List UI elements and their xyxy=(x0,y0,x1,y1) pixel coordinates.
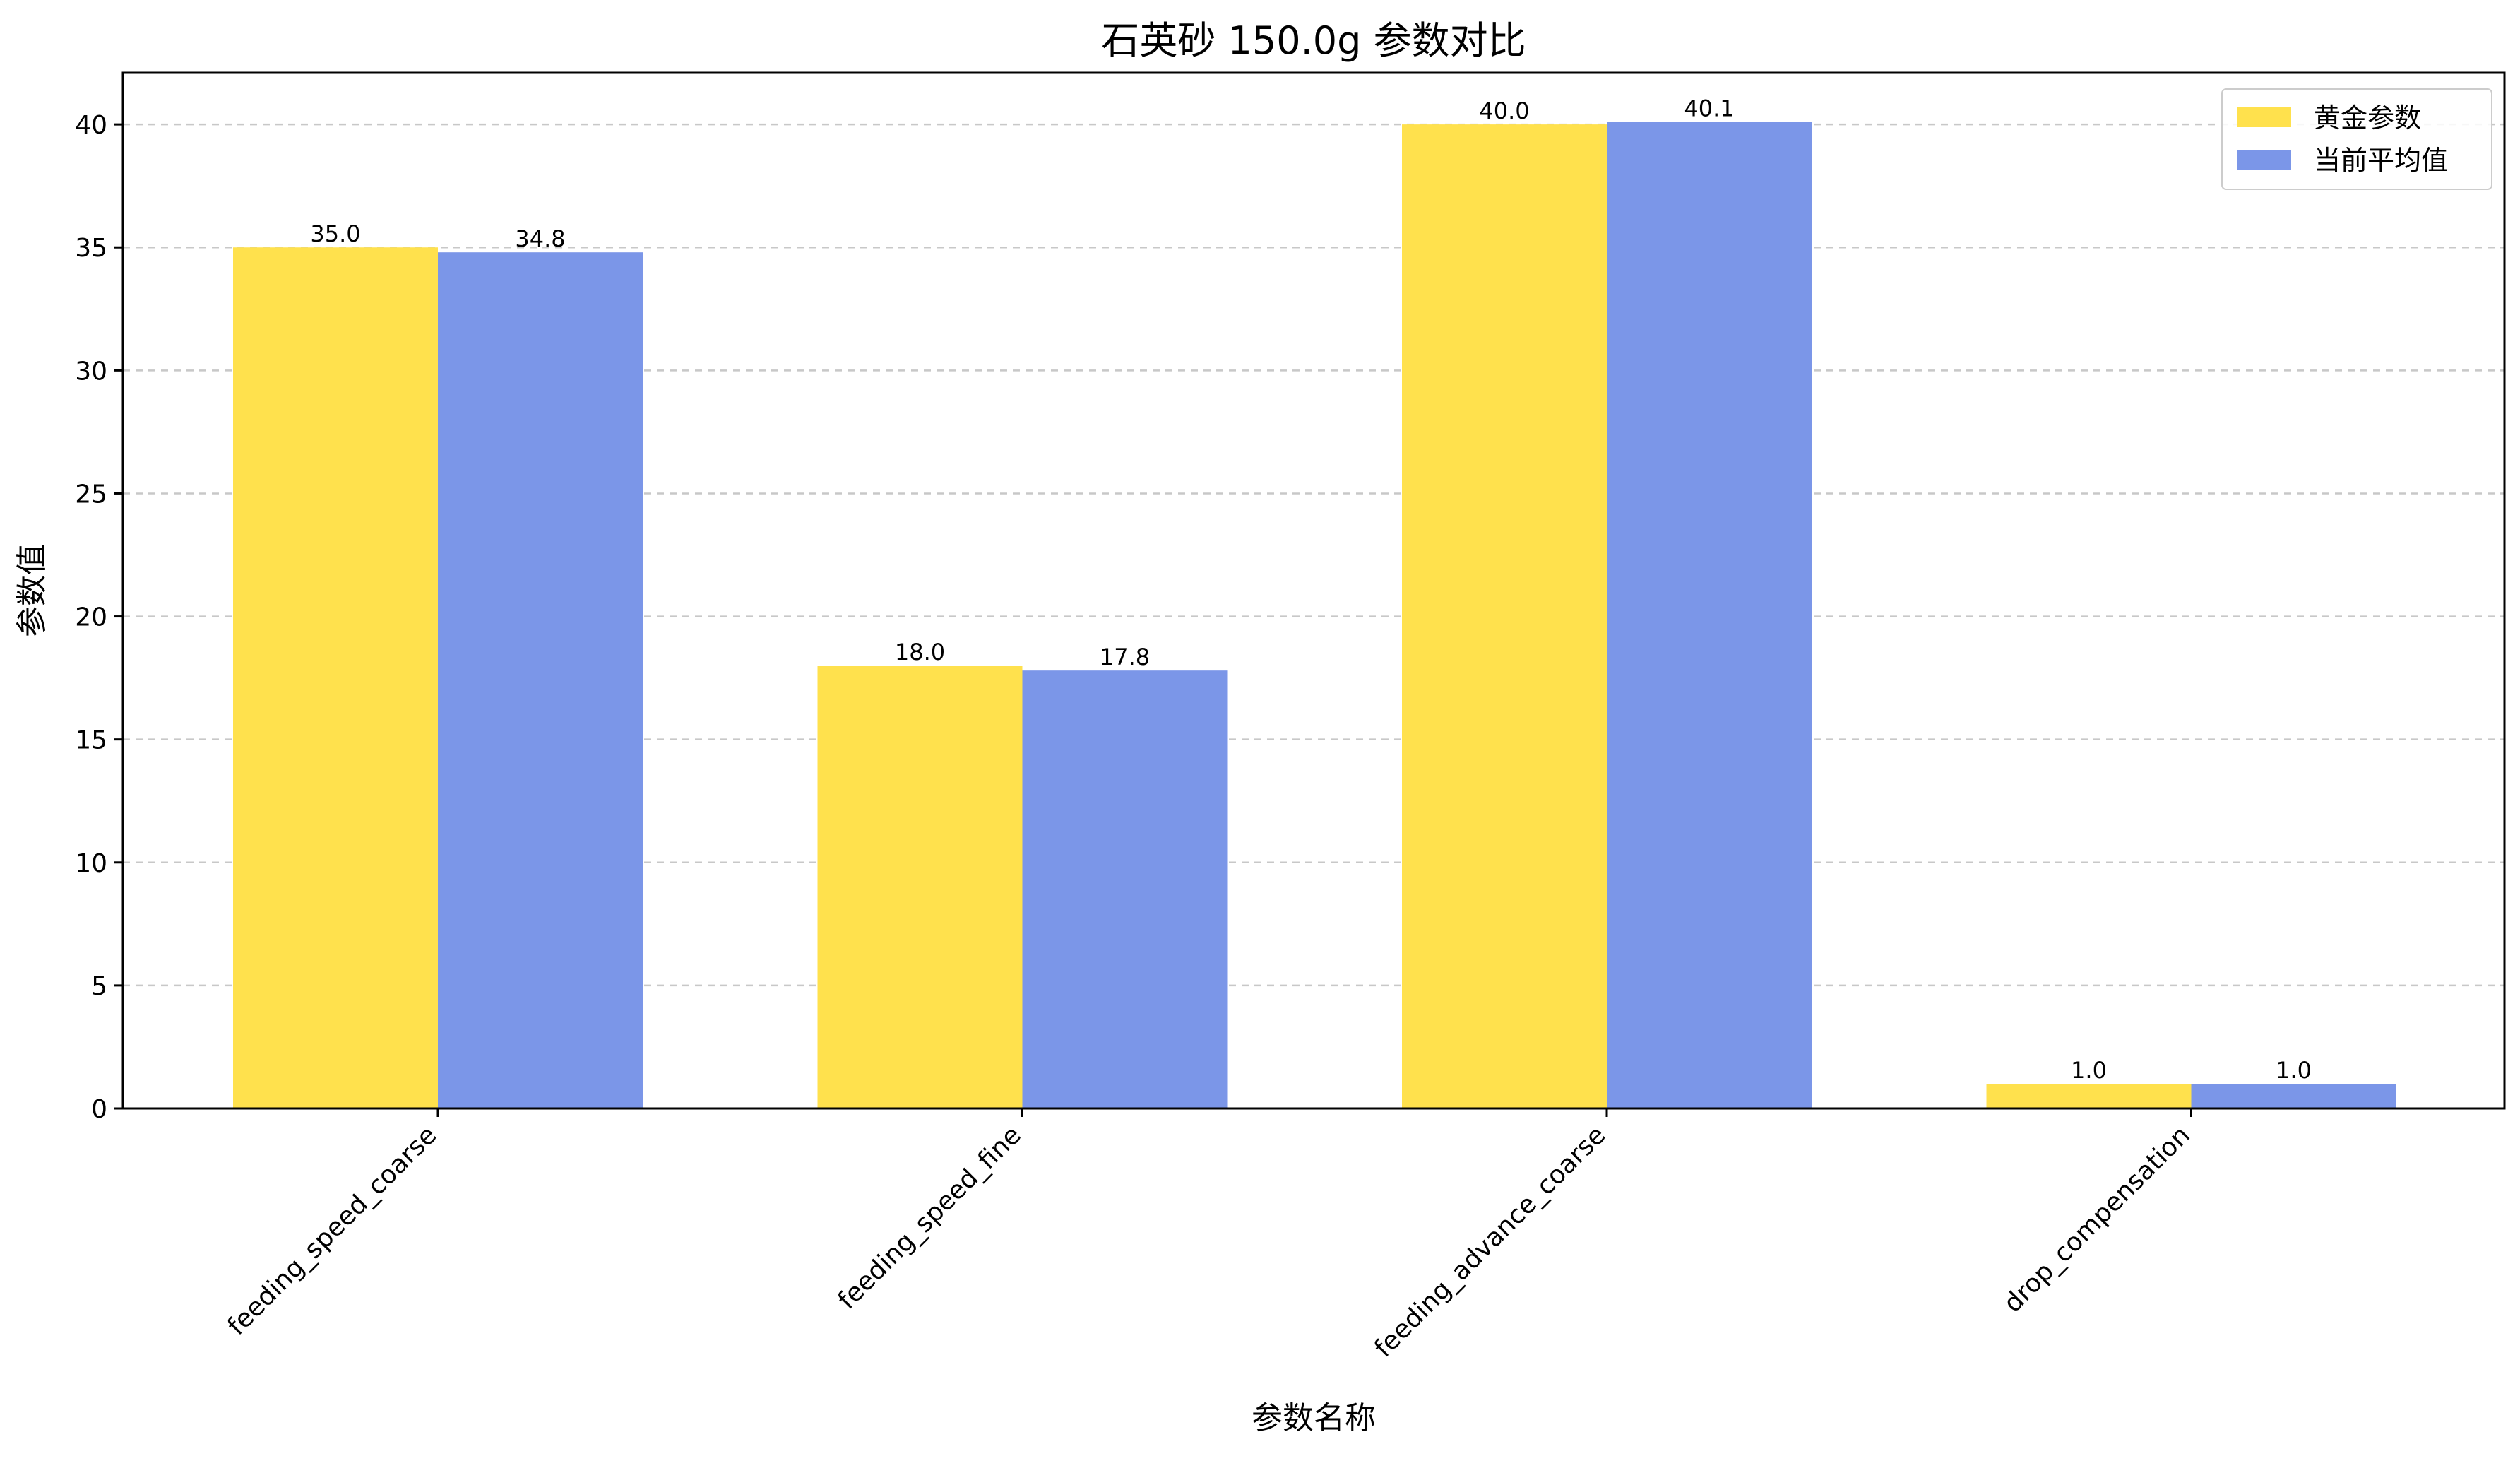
data-label: 40.1 xyxy=(1684,95,1734,122)
bar-golden-feeding_speed_fine xyxy=(817,666,1023,1108)
chart-title: 石英砂 150.0g 参数对比 xyxy=(1101,18,1526,63)
y-tick-label: 0 xyxy=(91,1095,107,1124)
y-tick-label: 25 xyxy=(75,480,107,509)
y-tick-label: 35 xyxy=(75,234,107,263)
bar-current-feeding_speed_fine xyxy=(1022,670,1228,1108)
data-label: 1.0 xyxy=(2071,1057,2107,1084)
legend-swatch xyxy=(2237,107,2291,127)
data-label: 1.0 xyxy=(2276,1057,2312,1084)
y-tick-label: 5 xyxy=(91,972,107,1001)
y-tick-label: 20 xyxy=(75,603,107,632)
bar-golden-drop_compensation xyxy=(1986,1084,2192,1108)
y-tick-label: 30 xyxy=(75,357,107,386)
bar-golden-feeding_advance_coarse xyxy=(1402,124,1607,1109)
y-tick-label: 15 xyxy=(75,726,107,755)
bar-current-feeding_advance_coarse xyxy=(1607,122,1812,1109)
legend-label: 当前平均值 xyxy=(2314,145,2448,176)
data-labels: 35.0 34.8 18.0 17.8 40.0 40.1 1.0 1.0 xyxy=(310,95,2312,1084)
y-tick-label: 10 xyxy=(75,849,107,878)
data-label: 18.0 xyxy=(895,639,945,666)
bar-current-feeding_speed_coarse xyxy=(438,252,643,1109)
bar-current-drop_compensation xyxy=(2191,1084,2396,1108)
y-axis: 0 5 10 15 20 25 30 35 40 xyxy=(75,111,123,1124)
legend-label: 黄金参数 xyxy=(2314,102,2421,134)
data-label: 34.8 xyxy=(515,225,565,252)
legend-swatch xyxy=(2237,150,2291,170)
x-axis-label: 参数名称 xyxy=(1252,1400,1376,1436)
data-label: 40.0 xyxy=(1479,97,1529,124)
plot-frame xyxy=(121,71,2506,1110)
bar-golden-feeding_speed_coarse xyxy=(233,247,438,1109)
data-label: 35.0 xyxy=(310,220,360,247)
y-tick-label: 40 xyxy=(75,111,107,140)
bars xyxy=(233,122,2396,1109)
data-label: 17.8 xyxy=(1100,644,1150,670)
y-axis-label: 参数值 xyxy=(14,544,50,637)
